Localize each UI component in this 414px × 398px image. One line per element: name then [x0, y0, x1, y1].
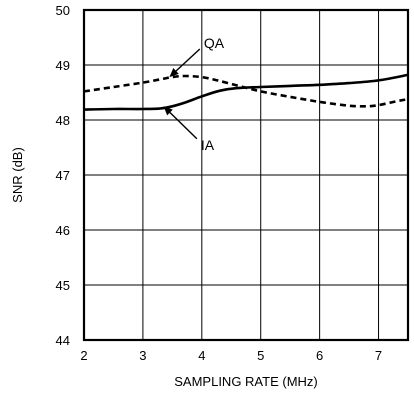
annotation-arrowhead-qa	[169, 68, 179, 78]
y-tick-label: 48	[56, 113, 70, 128]
x-tick-label: 4	[198, 348, 205, 363]
plot-area	[82, 8, 410, 342]
y-tick-label: 50	[56, 3, 70, 18]
annotations: QA IA	[163, 35, 225, 153]
y-axis-label: SNR (dB)	[10, 147, 25, 203]
y-tick-label: 45	[56, 278, 70, 293]
annotation-arrowhead-ia	[163, 106, 173, 116]
annotation-label-qa: QA	[204, 35, 225, 51]
x-axis-ticks: 2 3 4 5 6 7	[80, 348, 382, 363]
series-group	[83, 73, 409, 111]
y-tick-label: 49	[56, 58, 70, 73]
y-tick-label: 47	[56, 168, 70, 183]
grid	[83, 9, 408, 341]
y-axis-ticks: 44 45 46 47 48 49 50	[56, 3, 70, 348]
x-tick-label: 5	[257, 348, 264, 363]
annotation-label-ia: IA	[201, 137, 215, 153]
y-tick-label: 46	[56, 223, 70, 238]
x-tick-label: 2	[80, 348, 87, 363]
x-tick-label: 7	[375, 348, 382, 363]
x-axis-label: SAMPLING RATE (MHz)	[174, 374, 318, 389]
series-line-qa	[83, 74, 409, 108]
x-tick-label: 3	[139, 348, 146, 363]
y-tick-label: 44	[56, 333, 70, 348]
series-line-ia	[83, 73, 409, 111]
x-tick-label: 6	[316, 348, 323, 363]
annotation-arrow-ia	[164, 107, 198, 140]
